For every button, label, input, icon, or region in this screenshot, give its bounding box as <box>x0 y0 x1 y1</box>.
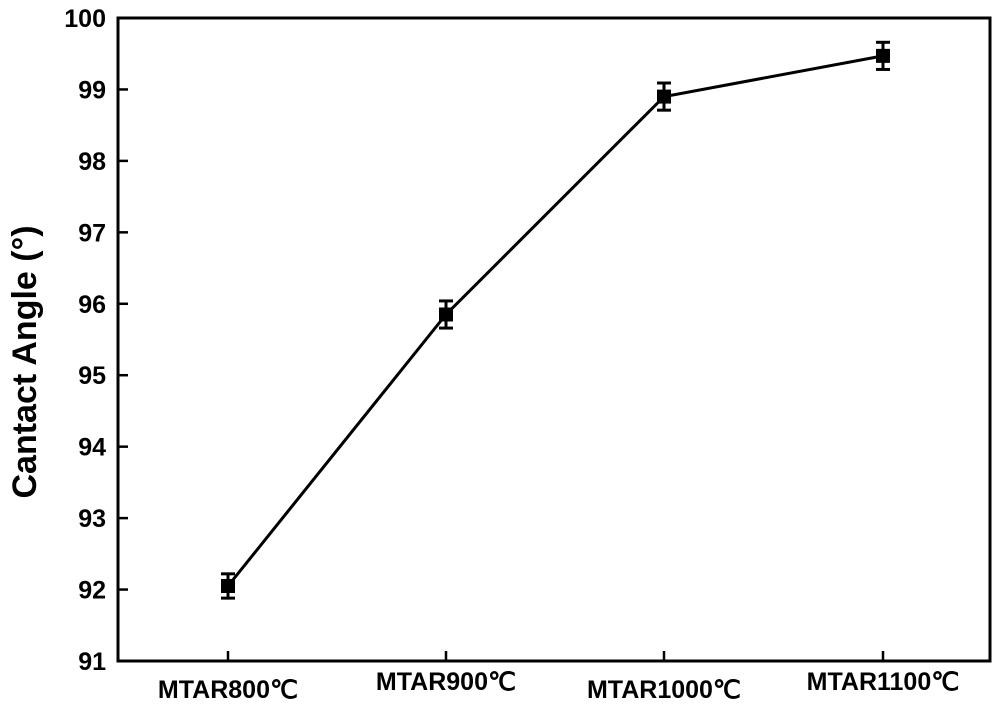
y-tick-label: 96 <box>78 291 106 319</box>
y-tick-label: 95 <box>78 362 106 390</box>
y-axis-title: Cantact Angle (°) <box>6 225 44 498</box>
x-axis-ticks: MTAR800℃ MTAR900℃ MTAR1000℃ MTAR1100℃ <box>158 651 959 704</box>
x-category-label: MTAR1000℃ <box>587 676 741 704</box>
data-point <box>657 89 671 104</box>
x-category-label: MTAR1100℃ <box>807 668 960 696</box>
data-point <box>439 307 453 322</box>
y-tick-label: 99 <box>78 76 106 104</box>
y-tick-label: 92 <box>78 577 106 605</box>
y-tick-label: 98 <box>78 148 106 176</box>
plot-frame <box>116 16 992 663</box>
data-point <box>221 578 235 593</box>
series-line <box>226 54 884 587</box>
y-axis-ticks: 91 92 93 94 95 96 97 98 99 100 <box>64 5 128 676</box>
x-category-label: MTAR800℃ <box>158 676 298 704</box>
x-category-label: MTAR900℃ <box>376 668 516 696</box>
series-group <box>221 40 890 600</box>
y-tick-label: 97 <box>78 219 106 247</box>
y-tick-label: 100 <box>64 5 106 33</box>
data-point <box>876 48 890 63</box>
y-tick-label: 91 <box>78 648 106 676</box>
y-tick-label: 94 <box>78 434 106 462</box>
y-tick-label: 93 <box>78 505 106 533</box>
